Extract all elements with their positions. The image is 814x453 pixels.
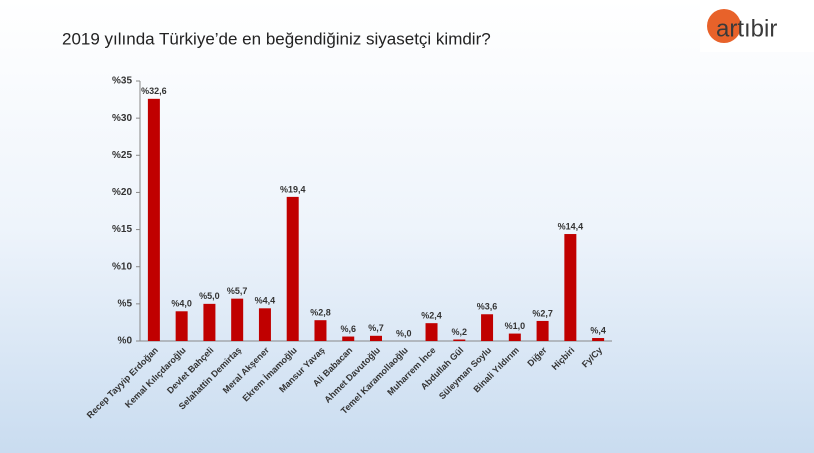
bar [481,314,494,341]
bar [342,336,355,341]
y-tick-label: %10 [112,261,132,272]
value-label: %14,4 [558,221,584,231]
value-label: %2,8 [310,308,331,318]
bar [258,308,271,341]
bar [231,298,244,341]
bar [175,311,188,341]
bar [564,234,577,341]
bar [453,339,466,341]
value-label: %,7 [368,323,384,333]
value-label: %,2 [452,327,468,337]
y-tick-label: %30 [112,113,132,124]
value-label: %,0 [396,328,412,338]
bar [147,98,160,341]
value-label: %3,6 [477,302,498,312]
value-label: %4,0 [171,299,192,309]
y-tick-label: %15 [112,224,132,235]
y-tick-label: %5 [118,298,133,309]
bar [536,320,549,341]
value-label: %5,0 [199,291,220,301]
bar [592,338,605,341]
bar [370,335,382,341]
value-label: %19,4 [280,184,306,194]
bar [314,320,327,341]
y-tick-label: %35 [112,76,132,87]
value-label: %2,7 [532,308,553,318]
logo-circle [707,9,741,43]
y-tick-label: %20 [112,187,132,198]
chart-title: 2019 yılında Türkiye’de en beğendiğiniz … [62,29,491,48]
value-label: %,6 [340,324,356,334]
value-label: %1,0 [505,321,526,331]
bar [286,196,299,341]
bar [508,333,521,341]
value-label: %2,4 [421,311,442,321]
logo-text: artıbir [716,15,777,42]
value-label: %5,7 [227,286,248,296]
value-label: %,4 [590,325,606,335]
y-tick-label: %25 [112,150,132,161]
value-label: %32,6 [141,86,167,96]
y-tick-label: %0 [118,336,133,347]
bar [203,303,216,341]
bar [425,323,438,341]
value-label: %4,4 [255,296,276,306]
